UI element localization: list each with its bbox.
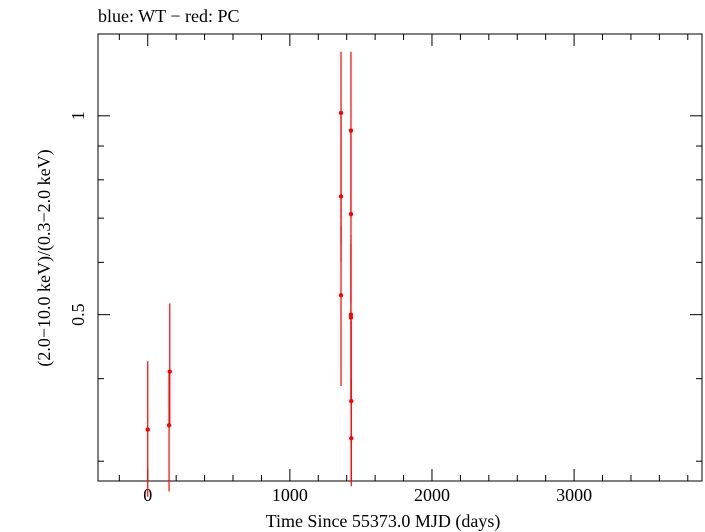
data-point	[348, 315, 354, 320]
chart-title: blue: WT − red: PC	[98, 6, 239, 26]
y-axis-ticks: 0.51	[68, 111, 702, 462]
data-point	[349, 436, 354, 441]
data-point	[145, 427, 150, 432]
data-points	[145, 51, 354, 497]
data-point	[348, 211, 354, 217]
y-axis-label: (2.0−10.0 keV)/(0.3−2.0 keV)	[34, 149, 55, 366]
data-point	[167, 369, 172, 374]
y-tick-label: 1	[68, 111, 88, 120]
data-point	[166, 423, 172, 428]
y-tick-label: 0.5	[68, 303, 88, 326]
x-tick-label: 2000	[414, 485, 450, 505]
x-axis-ticks: 0100020003000	[118, 34, 689, 505]
data-point	[338, 110, 344, 116]
x-tick-label: 3000	[556, 485, 592, 505]
data-point	[338, 293, 344, 298]
x-tick-label: 1000	[272, 485, 308, 505]
x-axis-label: Time Since 55373.0 MJD (days)	[266, 511, 501, 532]
data-point	[338, 194, 344, 199]
plot-frame	[97, 33, 703, 482]
